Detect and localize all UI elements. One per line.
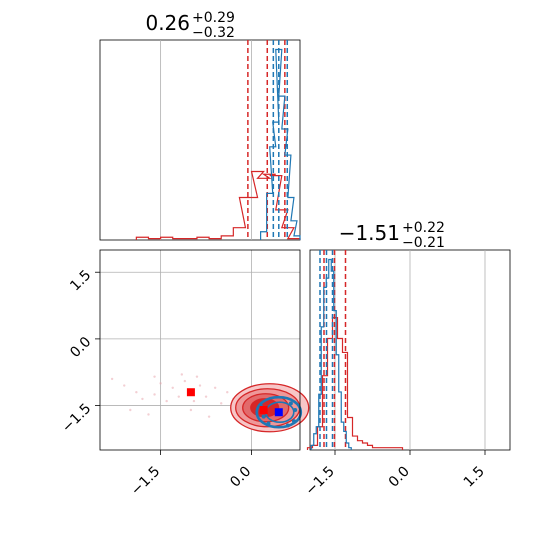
p3-histogram-group xyxy=(306,250,486,450)
hist-bin xyxy=(329,260,332,450)
contour-blue-point xyxy=(261,414,266,419)
y-tick-label: 1.5 xyxy=(67,267,94,294)
series-0 xyxy=(135,40,301,240)
scatter-point xyxy=(213,386,217,389)
scatter-point xyxy=(110,377,114,381)
scatter-point xyxy=(180,373,184,376)
hist-bin xyxy=(363,443,368,450)
scatter-point xyxy=(165,399,168,403)
scatter-point xyxy=(183,379,187,383)
series-0 xyxy=(306,250,404,450)
contour-blue-point xyxy=(288,401,293,406)
scatter-point xyxy=(159,382,162,385)
y-tick-label: −1.5 xyxy=(59,401,94,436)
contour-blue-point xyxy=(285,423,290,428)
hist-bin xyxy=(261,232,267,240)
hist-step-line xyxy=(135,170,301,240)
hist-bin xyxy=(221,236,233,240)
x-tick-label: 0.0 xyxy=(386,464,413,491)
title-sub: −0.21 xyxy=(402,235,445,251)
x-tick-label: −1.5 xyxy=(128,464,163,499)
scatter-point xyxy=(129,408,132,412)
scatter-point xyxy=(153,393,156,396)
scatter-point xyxy=(123,384,126,387)
title-main: 0.26 xyxy=(145,11,190,35)
title-sup: +0.29 xyxy=(192,10,235,26)
hist-step-line xyxy=(310,258,352,450)
marker-square xyxy=(274,408,283,417)
title-sup: +0.22 xyxy=(402,220,445,236)
scatter-point xyxy=(220,402,223,405)
contour-blue-point xyxy=(266,421,271,426)
panel-3-title: −1.51 +0.22−0.21 xyxy=(339,220,445,251)
x-tick-label: −1.5 xyxy=(302,464,337,499)
series-1 xyxy=(310,250,352,450)
hist-bin xyxy=(294,236,300,240)
title-sub: −0.32 xyxy=(192,25,235,41)
hist-bin xyxy=(353,436,358,450)
contour-blue-point xyxy=(293,408,298,412)
hist-bin xyxy=(368,445,373,450)
scatter-point xyxy=(207,415,211,418)
scatter-point xyxy=(141,397,144,401)
marker-square xyxy=(259,406,268,414)
panel-1-title: 0.26 +0.29−0.32 xyxy=(145,10,234,41)
series-1 xyxy=(260,40,301,240)
scatter-point xyxy=(177,395,180,398)
scatter-point xyxy=(135,391,138,394)
hist-step-line xyxy=(306,316,404,450)
y-tick-label: 0.0 xyxy=(67,334,94,361)
scatter-point xyxy=(226,391,229,394)
panel-1-frame xyxy=(99,39,301,241)
contour-blue-point xyxy=(291,419,296,424)
scatter-point xyxy=(192,399,196,403)
p1-histogram-group xyxy=(135,40,301,240)
panel-2-frame xyxy=(99,249,301,451)
hist-bin xyxy=(358,441,363,450)
scatter-point xyxy=(189,408,193,412)
marker-square xyxy=(186,388,195,397)
x-tick-label: 0.0 xyxy=(227,464,254,491)
scatter-point xyxy=(198,384,202,387)
x-tick-label: 1.5 xyxy=(461,464,488,491)
scatter-point xyxy=(153,375,156,378)
contour-blue-outer xyxy=(255,395,303,429)
p2-contour-group xyxy=(100,250,310,450)
title-main: −1.51 xyxy=(339,221,400,245)
scatter-point xyxy=(171,386,174,389)
scatter-point xyxy=(147,413,150,416)
scatter-point xyxy=(204,395,208,398)
scatter-point xyxy=(195,375,199,378)
hist-step-line xyxy=(260,48,301,240)
